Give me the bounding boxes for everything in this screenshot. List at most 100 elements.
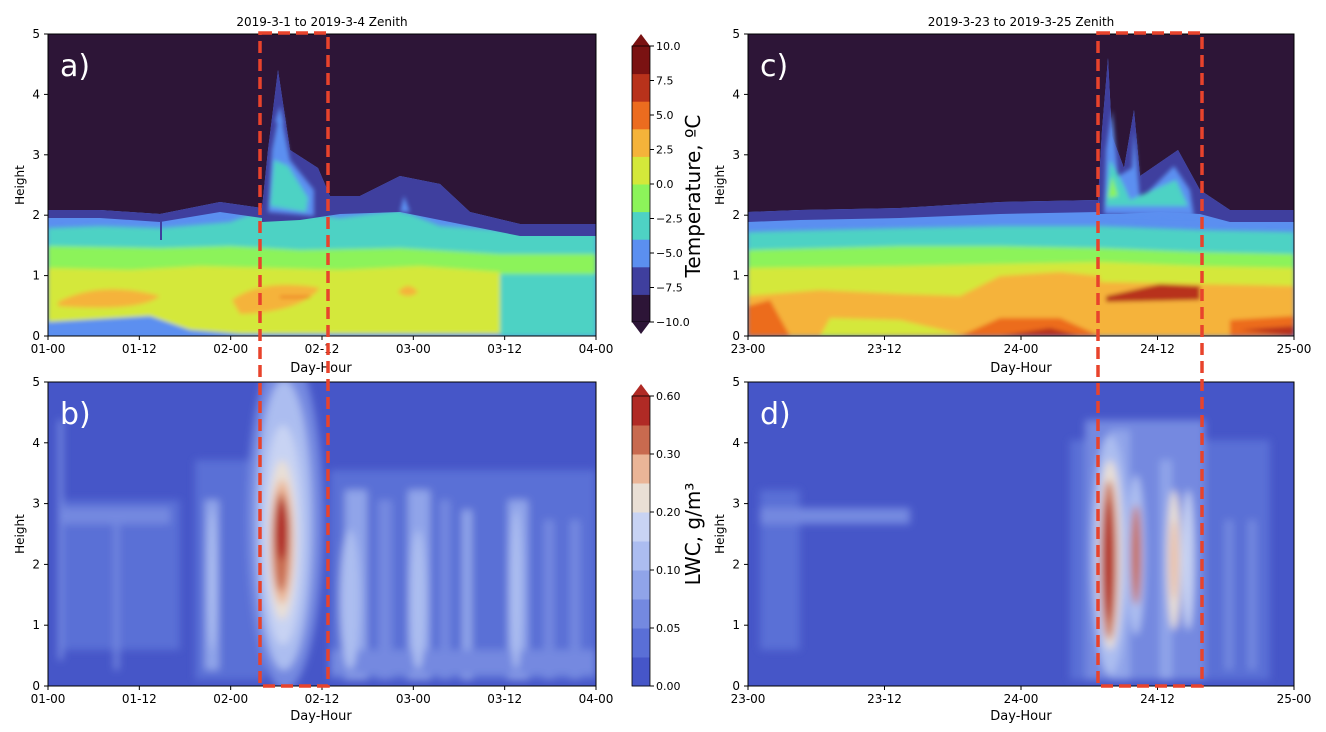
panel-a: 2019-3-1 to 2019-3-4 Zenith (13, 15, 613, 376)
panel-a-title: 2019-3-1 to 2019-3-4 Zenith (236, 15, 407, 29)
panel-b-plot-area (48, 382, 596, 686)
panel-c: 2019-3-23 to 2019-3-25 Zenith (713, 15, 1311, 376)
panel-d-ylabel: Height (713, 514, 727, 554)
colorbar-tick-label: 2.5 (656, 144, 674, 157)
colorbar-segment (632, 211, 650, 240)
x-tick-label: 02-12 (305, 692, 340, 706)
y-tick-label: 3 (732, 148, 740, 162)
x-tick-label: 24-12 (1140, 342, 1175, 356)
colorbar-tick-label: 0.0 (656, 178, 674, 191)
x-tick-label: 01-00 (31, 342, 66, 356)
x-tick-label: 23-00 (731, 342, 766, 356)
panel-c-ticks: 23-00 23-12 24-00 24-12 25-00 0 1 2 3 4 5 (731, 27, 1312, 356)
panel-d-label: d) (760, 397, 791, 432)
y-tick-label: 1 (32, 269, 40, 283)
x-tick-label: 24-12 (1140, 692, 1175, 706)
colorbar-tick-label: 0.20 (656, 506, 681, 519)
panel-b-ylabel: Height (13, 514, 27, 554)
colorbar-tick-label: −10.0 (656, 316, 690, 329)
y-tick-label: 5 (32, 27, 40, 41)
y-tick-label: 0 (32, 679, 40, 693)
colorbar-segment (632, 396, 650, 426)
colorbar-segment (632, 294, 650, 323)
colorbar-segment (632, 184, 650, 213)
y-tick-label: 2 (732, 208, 740, 222)
colorbar-segment (632, 570, 650, 600)
colorbar-segment (632, 239, 650, 268)
colorbar-extend-bottom (632, 322, 650, 334)
panel-b-xlabel: Day-Hour (290, 709, 352, 724)
colorbar-tick-label: 0.30 (656, 448, 681, 461)
colorbar-segment (632, 266, 650, 295)
panel-c-title: 2019-3-23 to 2019-3-25 Zenith (928, 15, 1115, 29)
colorbar-tick-label: 0.05 (656, 622, 681, 635)
y-tick-label: 4 (32, 436, 40, 450)
panel-c-label: c) (760, 49, 788, 84)
x-tick-label: 03-12 (487, 342, 522, 356)
panel-c-plot-area (748, 34, 1294, 336)
colorbar-tick-label: −7.5 (656, 282, 683, 295)
y-tick-label: 4 (732, 436, 740, 450)
x-tick-label: 25-00 (1277, 342, 1312, 356)
panel-c-ylabel: Height (713, 165, 727, 205)
panel-d-plot-area (748, 382, 1294, 686)
y-tick-label: 2 (32, 557, 40, 571)
panel-a-ticks: 01-00 01-12 02-00 02-12 03-00 03-12 04-00 0 1 2 3 4… (31, 27, 614, 356)
colorbar-tick-label: −5.0 (656, 247, 683, 260)
colorbar-segment (632, 454, 650, 484)
colorbar-segment (632, 46, 650, 75)
panel-a-label: a) (60, 49, 90, 84)
panel-d: 23-00 23-12 24-00 24-12 25-00 0 1 2 3 4 5 Day-Hour… (713, 375, 1311, 724)
y-tick-label: 1 (732, 269, 740, 283)
x-tick-label: 24-00 (1004, 342, 1039, 356)
colorbar-segment (632, 101, 650, 130)
y-tick-label: 2 (32, 208, 40, 222)
lwc-colorbar: 0.60 0.30 0.20 0.10 0.05 0.00 (631, 384, 681, 693)
y-tick-label: 5 (732, 27, 740, 41)
colorbar-extend-top (632, 34, 650, 46)
x-tick-label: 01-12 (122, 692, 157, 706)
y-tick-label: 3 (32, 497, 40, 511)
colorbar-tick-label: 0.10 (656, 564, 681, 577)
colorbar-segment (632, 628, 650, 658)
colorbar-segment (632, 73, 650, 102)
colorbar-tick-label: 0.00 (656, 680, 681, 693)
x-tick-label: 03-00 (396, 342, 431, 356)
y-tick-label: 3 (732, 497, 740, 511)
x-tick-label: 02-00 (213, 692, 248, 706)
x-tick-label: 23-12 (867, 342, 902, 356)
colorbar-segment (632, 156, 650, 185)
x-tick-label: 01-00 (31, 692, 66, 706)
panel-d-xlabel: Day-Hour (990, 709, 1052, 724)
lwc-colorbar-label: LWC, g/m³ (681, 483, 705, 586)
temperature-colorbar-label: Temperature, ºC (681, 115, 705, 279)
panel-b-ticks: 01-00 01-12 02-00 02-12 03-00 03-12 04-00 0 1 2 3 4… (31, 375, 614, 706)
panel-c-xlabel: Day-Hour (990, 361, 1052, 376)
colorbar-segment (632, 541, 650, 571)
x-tick-label: 23-00 (731, 692, 766, 706)
colorbar-tick-label: −2.5 (656, 213, 683, 226)
y-tick-label: 0 (32, 329, 40, 343)
y-tick-label: 2 (732, 557, 740, 571)
y-tick-label: 3 (32, 148, 40, 162)
panel-d-ticks: 23-00 23-12 24-00 24-12 25-00 0 1 2 3 4 5 (731, 375, 1312, 706)
colorbar-segment (632, 128, 650, 157)
colorbar-segment (632, 599, 650, 629)
y-tick-label: 4 (732, 87, 740, 101)
colorbar-tick-label: 10.0 (656, 40, 681, 53)
colorbar-segment (632, 425, 650, 455)
y-tick-label: 0 (732, 679, 740, 693)
panel-a-ylabel: Height (13, 165, 27, 205)
x-tick-label: 23-12 (867, 692, 902, 706)
x-tick-label: 02-00 (213, 342, 248, 356)
colorbar-extend-top (632, 384, 650, 396)
y-tick-label: 1 (32, 618, 40, 632)
y-tick-label: 5 (32, 375, 40, 389)
colorbar-frame (631, 395, 651, 687)
colorbar-segment (632, 657, 650, 687)
x-tick-label: 04-00 (579, 692, 614, 706)
x-tick-label: 04-00 (579, 342, 614, 356)
panel-b: 01-00 01-12 02-00 02-12 03-00 03-12 04-00 0 1 2 3 4… (13, 375, 614, 724)
colorbar-segment (632, 512, 650, 542)
x-tick-label: 02-12 (305, 342, 340, 356)
